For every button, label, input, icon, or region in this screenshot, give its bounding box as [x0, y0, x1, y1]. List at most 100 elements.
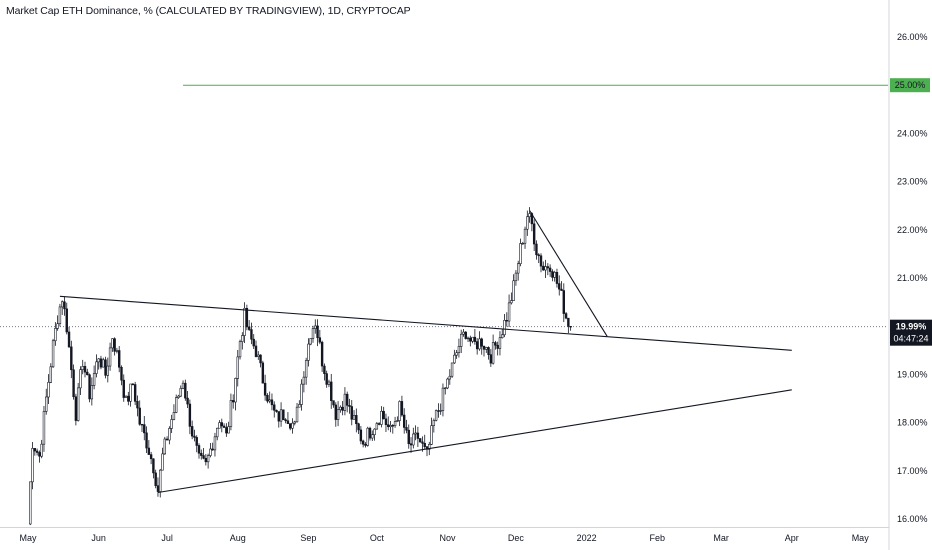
- candle: [327, 379, 331, 388]
- candle: [54, 322, 57, 346]
- candle: [293, 420, 296, 426]
- candle: [220, 418, 223, 433]
- candle: [560, 281, 563, 291]
- candle: [539, 253, 543, 273]
- y-axis[interactable]: 16.00%17.00%18.00%19.00%20.00%21.00%22.0…: [888, 0, 932, 550]
- candle: [279, 402, 283, 427]
- candle: [569, 325, 572, 331]
- candle: [51, 338, 55, 368]
- candle: [124, 395, 128, 398]
- candle: [298, 400, 301, 408]
- candle: [127, 391, 130, 406]
- x-tick-label: Jun: [91, 533, 106, 543]
- candle: [516, 260, 520, 281]
- candle: [63, 296, 66, 316]
- candle: [83, 361, 87, 378]
- candle: [391, 424, 394, 434]
- candle: [58, 303, 62, 327]
- candle: [165, 436, 169, 441]
- current-price-label: 19.99%: [896, 322, 927, 332]
- candle: [542, 261, 545, 271]
- candle: [418, 438, 422, 443]
- candle: [416, 426, 420, 447]
- trendline-falling-resistance[interactable]: [529, 210, 608, 337]
- candle: [108, 342, 112, 371]
- candle: [113, 337, 116, 356]
- candle: [238, 339, 242, 360]
- candle: [181, 380, 185, 390]
- candle: [118, 345, 121, 373]
- candle: [375, 421, 379, 430]
- candle: [67, 326, 71, 349]
- candle: [400, 395, 404, 417]
- candle: [336, 401, 340, 427]
- candle: [218, 420, 221, 429]
- current-price-label-bg: [890, 319, 932, 346]
- plot-area: [0, 84, 888, 526]
- candle: [555, 268, 559, 288]
- candle: [42, 405, 46, 452]
- candle: [498, 331, 502, 356]
- candle: [316, 319, 319, 347]
- candle: [49, 363, 53, 384]
- candle: [398, 400, 401, 427]
- x-tick-label: May: [852, 533, 870, 543]
- candle: [396, 416, 399, 423]
- candle: [475, 338, 479, 355]
- candle: [275, 409, 278, 413]
- y-tick-label: 16.00%: [897, 514, 928, 524]
- candle: [86, 368, 89, 376]
- candle: [320, 340, 324, 372]
- candle: [38, 450, 41, 463]
- candle: [257, 351, 260, 360]
- candle: [448, 369, 451, 385]
- candle: [204, 453, 208, 466]
- candle: [45, 388, 48, 415]
- level-price-label: 25.00%: [895, 80, 926, 90]
- candle: [423, 434, 426, 449]
- candle: [551, 269, 554, 282]
- candle: [95, 354, 98, 378]
- candle: [222, 423, 226, 428]
- candle: [131, 383, 135, 386]
- candle: [325, 370, 328, 388]
- candle: [355, 408, 358, 433]
- candle: [480, 337, 483, 355]
- candle: [170, 414, 173, 434]
- candle: [263, 374, 267, 401]
- y-tick-label: 23.00%: [897, 177, 928, 187]
- candle: [459, 329, 463, 354]
- candle: [79, 366, 82, 396]
- candle: [122, 374, 125, 402]
- x-tick-label: May: [19, 533, 37, 543]
- candle: [261, 360, 265, 384]
- x-tick-label: Oct: [370, 533, 385, 543]
- candle: [384, 413, 388, 432]
- trendline-upper-resistance[interactable]: [59, 295, 792, 351]
- candle: [288, 423, 292, 431]
- candle: [526, 210, 529, 236]
- candle: [455, 349, 458, 359]
- candle: [345, 391, 349, 413]
- candle: [341, 401, 344, 416]
- trendline-lower-support[interactable]: [157, 389, 792, 494]
- candle: [377, 422, 381, 426]
- x-tick-label: Feb: [650, 533, 666, 543]
- candle: [512, 274, 515, 301]
- candle: [266, 393, 269, 404]
- x-axis[interactable]: May Jun Jul Aug Sep Oct Nov Dec 2022 Feb Mar Apr May: [0, 527, 889, 544]
- candle: [241, 332, 244, 350]
- candle: [514, 270, 518, 286]
- candle: [537, 253, 540, 264]
- candle: [190, 420, 194, 440]
- candle: [106, 357, 110, 383]
- candle: [462, 329, 465, 337]
- candle: [277, 411, 280, 428]
- candle: [227, 421, 230, 434]
- candle: [143, 416, 146, 441]
- candle: [505, 312, 508, 327]
- candle: [159, 468, 162, 498]
- candle: [330, 373, 333, 409]
- candle: [510, 292, 513, 305]
